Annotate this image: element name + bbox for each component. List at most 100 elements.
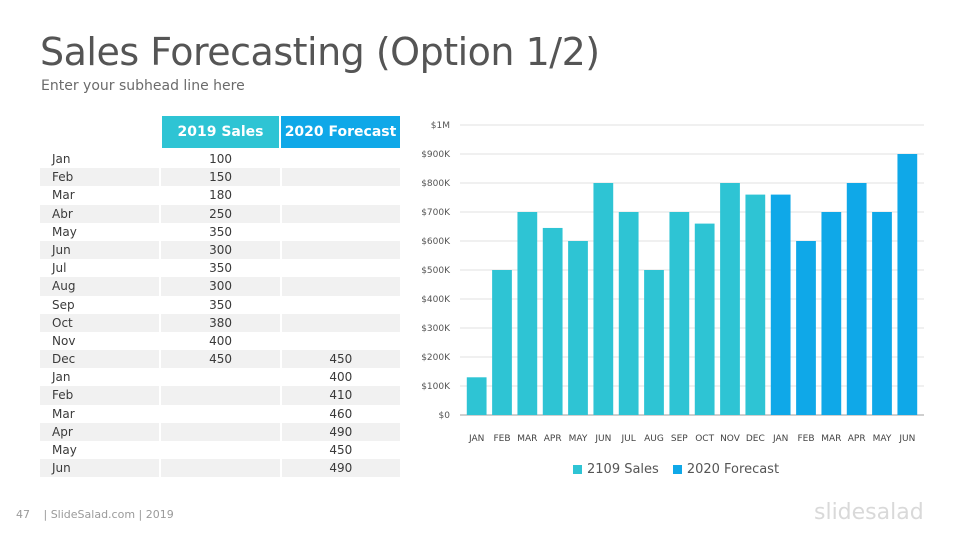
bar-sales <box>466 377 487 415</box>
row-2020-forecast <box>282 296 400 314</box>
table-row: Jan 400 <box>40 368 400 386</box>
row-2020-forecast: 410 <box>281 386 400 405</box>
row-2019-sales: 350 <box>209 261 232 276</box>
legend-swatch-sales <box>573 465 582 474</box>
y-tick-label: $900K <box>421 150 451 160</box>
row-month: Nov <box>52 333 76 348</box>
x-tick-label: SEP <box>671 434 688 444</box>
y-tick-label: $500K <box>421 266 451 276</box>
bar-sales <box>492 270 512 415</box>
row-2019-sales <box>161 386 280 405</box>
row-month: Abr <box>40 204 160 223</box>
row-2019-sales: 350 <box>209 224 232 239</box>
x-tick-label: AUG <box>644 434 664 444</box>
bar-forecast <box>897 154 918 415</box>
x-tick-label: JUL <box>621 434 636 444</box>
row-month: Mar <box>52 406 75 421</box>
row-2019-sales <box>161 441 279 459</box>
table-header-blank <box>40 116 162 148</box>
chart-svg: $0 $100K $200K $300K $400K $500K $600K $700K $80… <box>421 121 924 444</box>
row-2020-forecast <box>282 186 400 204</box>
row-2019-sales: 350 <box>209 297 232 312</box>
row-month: Feb <box>40 386 160 405</box>
x-tick-label: JAN <box>772 434 788 444</box>
table-row: Jun 300 <box>40 240 400 260</box>
row-2019-sales <box>161 459 280 478</box>
x-tick-label: MAR <box>517 434 537 444</box>
footer-text: | SlideSalad.com | 2019 <box>43 508 174 521</box>
table-row: May 450 <box>40 441 400 459</box>
chart-legend: 2109 Sales 2020 Forecast <box>573 462 793 477</box>
row-2020-forecast: 460 <box>329 406 353 421</box>
table-row: Nov 400 <box>40 332 400 350</box>
bar-sales <box>644 270 664 415</box>
table-row: Feb 410 <box>40 386 400 405</box>
x-tick-label: JUN <box>594 434 611 444</box>
slide-title: Sales Forecasting (Option 1/2) <box>40 30 600 74</box>
bar-sales <box>593 183 614 415</box>
row-2019-sales <box>161 422 280 441</box>
row-2020-forecast <box>282 223 400 241</box>
row-2020-forecast: 450 <box>329 443 353 457</box>
x-tick-label: OCT <box>695 434 714 444</box>
bar-sales <box>542 227 563 415</box>
y-tick-label: $100K <box>421 382 451 392</box>
row-2020-forecast: 490 <box>281 422 400 441</box>
row-month: Dec <box>40 350 160 369</box>
row-2020-forecast <box>282 332 400 350</box>
row-month: Jun <box>40 459 160 478</box>
bar-forecast <box>872 212 892 415</box>
slide-subtitle: Enter your subhead line here <box>41 78 245 94</box>
row-month: Oct <box>40 313 160 332</box>
x-tick-label: DEC <box>746 434 765 444</box>
table-row: Sep 350 <box>40 296 400 314</box>
bar-sales <box>517 212 538 415</box>
table-row: Aug 300 <box>40 277 400 296</box>
y-tick-label: $300K <box>421 324 451 334</box>
row-2020-forecast: 400 <box>329 370 353 385</box>
table-row: Jan 100 <box>40 150 400 168</box>
table-row: Jun 490 <box>40 459 400 478</box>
row-2020-forecast <box>282 150 400 168</box>
bar-sales <box>618 212 639 415</box>
row-2019-sales: 180 <box>209 188 232 203</box>
x-tick-label: FEB <box>493 434 510 444</box>
header-2019-sales: 2019 Sales <box>162 116 279 148</box>
table-row: Abr 250 <box>40 204 400 223</box>
legend-label-forecast: 2020 Forecast <box>686 462 780 477</box>
row-month: Sep <box>52 297 75 312</box>
table-row: Dec 450 450 <box>40 350 400 369</box>
table-row: Jul 350 <box>40 259 400 277</box>
bar-sales <box>745 194 766 415</box>
sales-table: 2019 Sales 2020 Forecast Jan 100 Feb 150 Mar… <box>40 116 400 478</box>
row-2020-forecast <box>281 204 400 223</box>
y-tick-label: $200K <box>421 353 451 363</box>
x-tick-label: APR <box>848 434 866 444</box>
row-2019-sales: 380 <box>161 313 280 332</box>
row-2020-forecast <box>281 277 400 296</box>
legend-item-forecast: 2020 Forecast <box>672 462 780 477</box>
x-tick-label: APR <box>544 434 562 444</box>
footer: 47 | SlideSalad.com | 2019 <box>16 508 174 521</box>
y-tick-label: $700K <box>421 208 451 218</box>
x-tick-label: JUN <box>898 434 915 444</box>
table-row: Mar 460 <box>40 405 400 423</box>
bar-sales <box>669 212 690 415</box>
row-2020-forecast <box>281 168 400 187</box>
row-2019-sales <box>161 368 279 386</box>
legend-swatch-forecast <box>672 465 682 474</box>
row-2020-forecast <box>281 240 400 260</box>
bar-chart: $0 $100K $200K $300K $400K $500K $600K $700K $80… <box>420 115 930 485</box>
table-row: May 350 <box>40 223 400 241</box>
x-tick-label: MAY <box>873 434 892 444</box>
row-month: Mar <box>52 188 75 203</box>
row-2020-forecast: 450 <box>281 350 400 369</box>
x-tick-label: NOV <box>720 434 741 444</box>
legend-item-sales: 2109 Sales <box>573 462 659 477</box>
row-month: Jan <box>52 152 71 166</box>
x-tick-label: JAN <box>468 434 484 444</box>
table-body: Jan 100 Feb 150 Mar 180 Abr 250 May 350 Jun 300 Jul 3… <box>40 150 400 478</box>
y-tick-label: $0 <box>439 411 451 421</box>
row-2019-sales <box>161 405 279 423</box>
bar-forecast <box>821 212 842 415</box>
